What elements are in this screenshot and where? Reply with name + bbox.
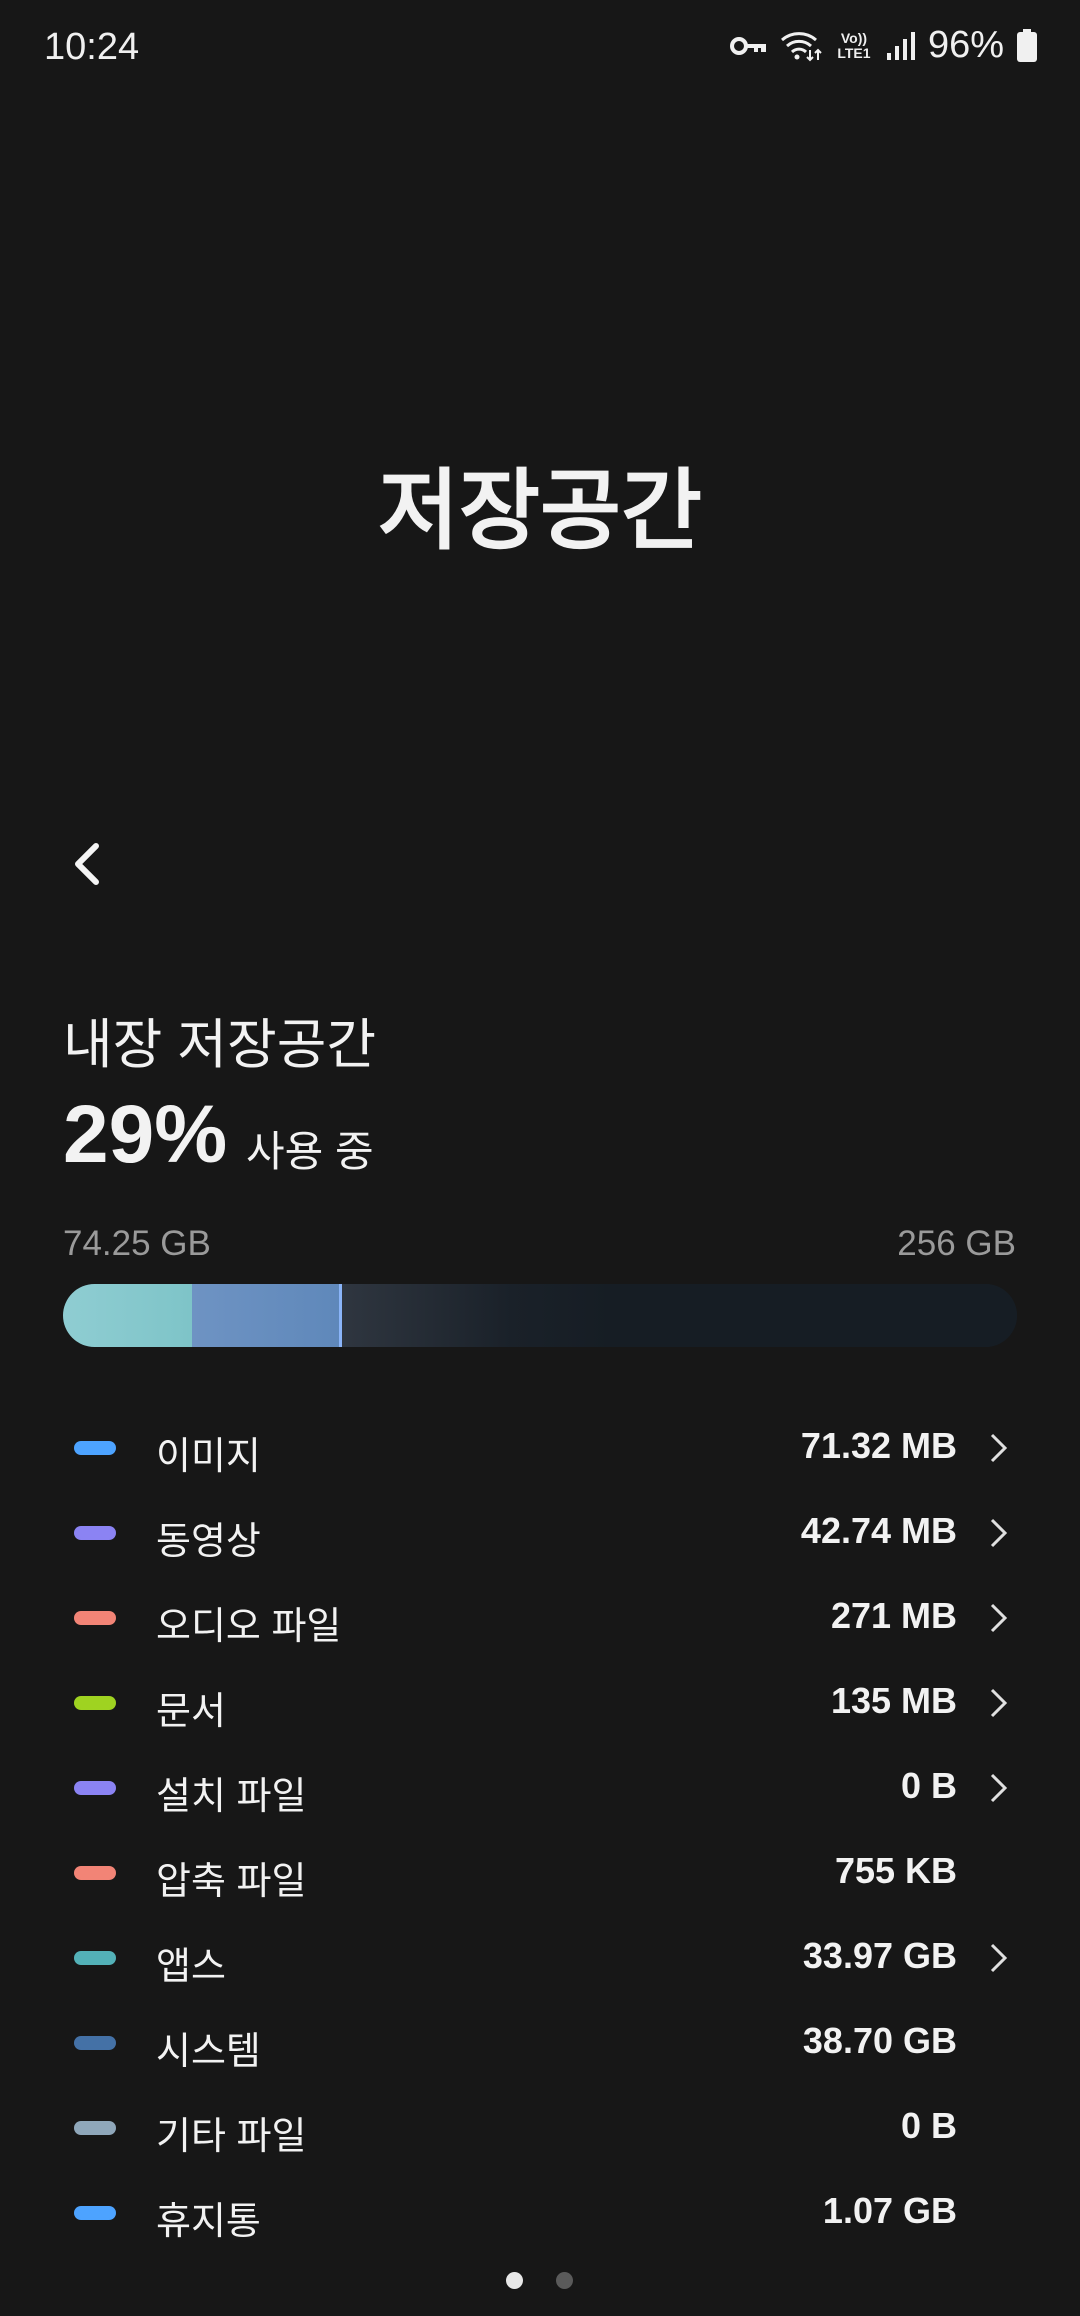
- category-row[interactable]: 앱스 33.97 GB: [0, 1915, 1080, 2000]
- category-row: 압축 파일 755 KB: [0, 1830, 1080, 1915]
- category-size: 755 KB: [834, 1850, 957, 1891]
- category-row[interactable]: 문서 135 MB: [0, 1660, 1080, 1745]
- category-color-dot: [74, 2206, 116, 2220]
- category-size: 42.74 MB: [800, 1510, 957, 1551]
- key-icon: [729, 36, 766, 55]
- wifi-icon: [780, 31, 822, 61]
- category-color-dot: [74, 1866, 116, 1880]
- category-color-dot: [74, 1441, 116, 1455]
- category-row[interactable]: 이미지 71.32 MB: [0, 1405, 1080, 1490]
- category-label: 기타 파일: [156, 2116, 307, 2158]
- category-label: 이미지: [156, 1436, 261, 1478]
- category-label: 압축 파일: [156, 1861, 307, 1903]
- category-label: 시스템: [156, 2031, 261, 2073]
- category-size: 0 B: [900, 2105, 957, 2146]
- category-size: 135 MB: [830, 1680, 957, 1721]
- status-time: 10:24: [44, 26, 140, 68]
- usage-suffix: 사용 중: [246, 1128, 374, 1175]
- category-size: 1.07 GB: [822, 2190, 957, 2231]
- category-color-dot: [74, 1781, 116, 1795]
- bar-segment-system: [192, 1284, 343, 1347]
- category-label: 앱스: [156, 1946, 226, 1988]
- status-icons: Vo)) LTE1 96%: [729, 24, 1038, 67]
- category-row: 휴지통 1.07 GB: [0, 2170, 1080, 2255]
- category-size: 0 B: [900, 1765, 957, 1806]
- battery-icon: [1017, 28, 1037, 62]
- signal-icon: [886, 31, 915, 60]
- category-color-dot: [74, 1696, 116, 1710]
- category-color-dot: [74, 2121, 116, 2135]
- category-color-dot: [74, 1951, 116, 1965]
- chevron-right-icon: [990, 1773, 1008, 1803]
- category-size: 71.32 MB: [800, 1425, 957, 1466]
- category-label: 오디오 파일: [156, 1606, 342, 1648]
- category-size: 271 MB: [830, 1595, 957, 1636]
- category-label: 휴지통: [156, 2201, 261, 2243]
- volte-label: Vo)) LTE1: [837, 29, 871, 61]
- category-row[interactable]: 설치 파일 0 B: [0, 1745, 1080, 1830]
- page-indicator-active: [506, 2272, 523, 2289]
- storage-usage-bar: [63, 1284, 1017, 1347]
- total-amount: 256 GB: [897, 1224, 1016, 1263]
- chevron-right-icon: [990, 1433, 1008, 1463]
- category-color-dot: [74, 2036, 116, 2050]
- category-row[interactable]: 오디오 파일 271 MB: [0, 1575, 1080, 1660]
- category-row[interactable]: 동영상 42.74 MB: [0, 1490, 1080, 1575]
- battery-percent: 96%: [927, 24, 1004, 66]
- page-title: 저장공간: [378, 461, 702, 560]
- chevron-right-icon: [990, 1943, 1008, 1973]
- bar-segment-free: [342, 1284, 1017, 1347]
- chevron-right-icon: [990, 1518, 1008, 1548]
- category-row: 기타 파일 0 B: [0, 2085, 1080, 2170]
- usage-percent: 29%: [63, 1089, 228, 1180]
- category-size: 38.70 GB: [802, 2020, 957, 2061]
- chevron-right-icon: [990, 1688, 1008, 1718]
- internal-storage-title: 내장 저장공간: [63, 1015, 377, 1075]
- category-row: 시스템 38.70 GB: [0, 2000, 1080, 2085]
- category-label: 설치 파일: [156, 1776, 307, 1818]
- back-arrow-icon: [75, 843, 99, 885]
- back-button[interactable]: [60, 836, 116, 892]
- category-size: 33.97 GB: [802, 1935, 957, 1976]
- chevron-right-icon: [990, 1603, 1008, 1633]
- page-indicator: [556, 2272, 573, 2289]
- bar-segment-apps: [63, 1284, 193, 1347]
- category-label: 문서: [156, 1691, 226, 1733]
- category-label: 동영상: [156, 1521, 261, 1563]
- used-amount: 74.25 GB: [63, 1224, 211, 1263]
- category-color-dot: [74, 1611, 116, 1625]
- category-color-dot: [74, 1526, 116, 1540]
